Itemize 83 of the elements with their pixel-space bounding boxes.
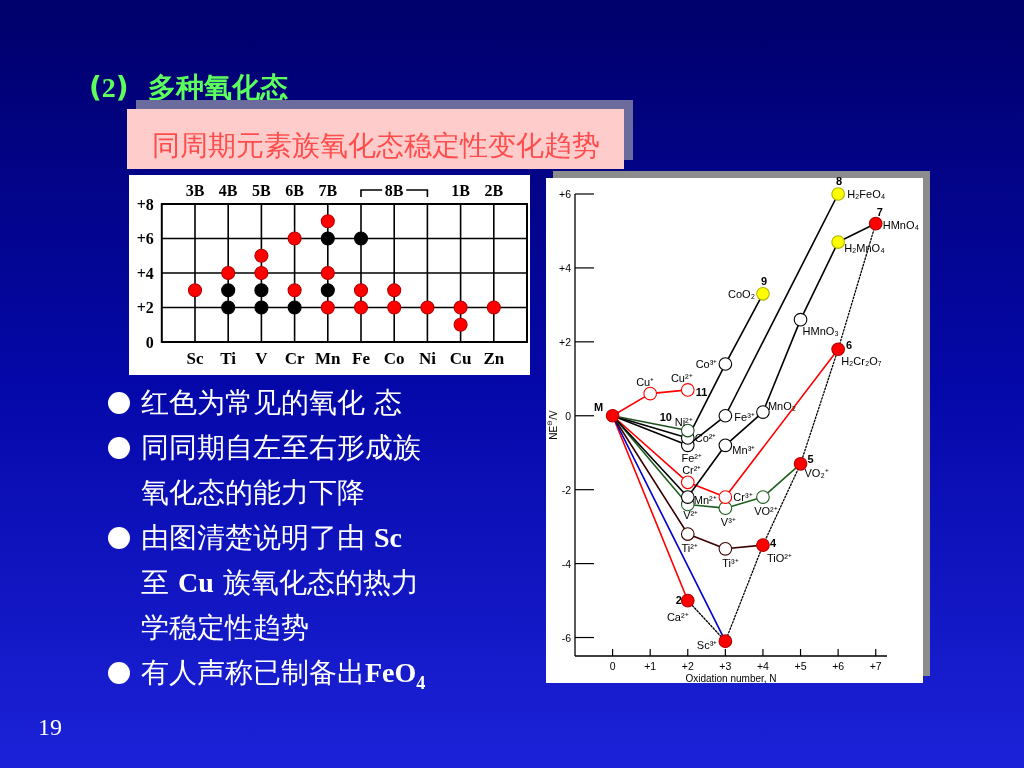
annotation: TiO²⁺ <box>766 552 792 565</box>
y-tick-label: +8 <box>136 195 154 213</box>
annotation: Mn³⁺ <box>732 444 756 457</box>
annotation: 7 <box>876 205 883 218</box>
y-tick-label: -2 <box>561 483 572 496</box>
text: 由图清楚说明了由 Sc 至 Cu 族氧化态的热力学稳定性趋势 <box>141 521 419 644</box>
annotation: M <box>594 400 604 413</box>
y-tick-label: 0 <box>565 409 572 422</box>
annotation: 5 <box>807 452 814 465</box>
annotation: 6 <box>846 339 853 352</box>
x-tick-label: Zn <box>483 348 505 368</box>
annotation: Ni²⁺ <box>674 415 693 428</box>
x-tick-label: Ni <box>418 348 437 368</box>
y-tick-label: +4 <box>136 264 154 282</box>
annotation: Co³⁺ <box>695 358 718 371</box>
annotation: 11 <box>695 385 708 398</box>
annotation: Fe³⁺ <box>734 410 755 423</box>
y-tick-label: -4 <box>561 557 572 570</box>
x-tick-label: +7 <box>869 660 882 672</box>
text: 19 <box>38 713 62 742</box>
y-tick-label: +6 <box>136 230 154 247</box>
annotation: Sc³⁺ <box>696 639 718 652</box>
text: 红色为常见的氧化 态 <box>141 386 402 419</box>
annotation: Ti³⁺ <box>722 556 739 569</box>
y-tick-label: 0 <box>145 333 154 351</box>
x-tick-label: Mn <box>315 348 342 368</box>
y-tick-label: +2 <box>136 299 154 316</box>
annotation: 4 <box>769 537 777 550</box>
y-tick-label: +4 <box>559 261 572 274</box>
text: 同同期自左至右形成族氧化态的能力下降 <box>141 431 421 509</box>
x-tick-label: +5 <box>794 660 807 672</box>
annotation: MnO₂ <box>767 400 797 413</box>
x-tick-label: Co <box>383 348 405 368</box>
x-tick-label: Ti <box>220 348 237 368</box>
annotation: CoO₂ <box>728 287 755 300</box>
text: 1B <box>451 181 471 199</box>
annotation: Fe²⁺ <box>681 452 703 465</box>
y-tick-label: -6 <box>561 631 572 644</box>
text: 3B <box>185 181 205 199</box>
x-tick-label: Fe <box>352 348 371 368</box>
x-tick-label: +4 <box>756 660 770 672</box>
annotation: Cu²⁺ <box>670 371 693 384</box>
annotation: VO²⁺ <box>754 505 778 518</box>
x-tick-label: Sc <box>186 348 204 368</box>
x-tick-label: V <box>255 348 269 368</box>
annotation: VO₂⁺ <box>804 466 829 479</box>
x-tick-label: 0 <box>609 660 616 672</box>
annotation: HMnO₄ <box>882 218 920 231</box>
x-tick-label: +3 <box>719 660 732 672</box>
annotation: Cr³⁺ <box>733 491 753 504</box>
text: 7B <box>318 181 338 199</box>
annotation: H₂MnO₄ <box>844 242 886 255</box>
text: 6B <box>285 181 305 199</box>
annotation: Ti²⁺ <box>681 542 698 555</box>
text: 有人声称已制备出FeO$_{4}$ <box>141 656 426 693</box>
x-axis-title: Oxidation number, N <box>685 672 777 684</box>
annotation: H₂FeO₄ <box>847 188 886 200</box>
annotation: HMnO₃ <box>802 324 839 337</box>
annotation: H₂Cr₂O₇ <box>841 355 882 368</box>
annotation: Mn²⁺ <box>693 494 717 507</box>
chart-title: (2) 多种氧化态 <box>89 71 289 105</box>
x-tick-label: +6 <box>832 660 845 672</box>
text: 5B <box>252 181 272 199</box>
annotation: 2 <box>675 593 682 606</box>
text: 4B <box>218 181 238 199</box>
x-tick-label: +1 <box>644 660 657 672</box>
x-tick-label: +2 <box>681 660 694 672</box>
chart-subtitle: 同周期元素族氧化态稳定性变化趋势 <box>150 129 601 163</box>
annotation: V²⁺ <box>683 509 699 522</box>
text: 2B <box>484 181 504 199</box>
text: 8B <box>384 181 404 199</box>
x-tick-label: Cr <box>284 348 305 368</box>
annotation: Cr²⁺ <box>682 464 702 477</box>
annotation: V³⁺ <box>720 516 736 529</box>
y-tick-label: +2 <box>559 335 572 348</box>
annotation: Ca²⁺ <box>666 610 689 623</box>
annotation: 8 <box>836 175 843 187</box>
annotation: 9 <box>760 274 768 287</box>
annotation: 10 <box>659 410 672 423</box>
x-tick-label: Cu <box>449 348 472 368</box>
annotation: Cu⁺ <box>636 375 655 388</box>
y-tick-label: +6 <box>559 188 572 200</box>
annotation: Co²⁺ <box>694 431 717 444</box>
